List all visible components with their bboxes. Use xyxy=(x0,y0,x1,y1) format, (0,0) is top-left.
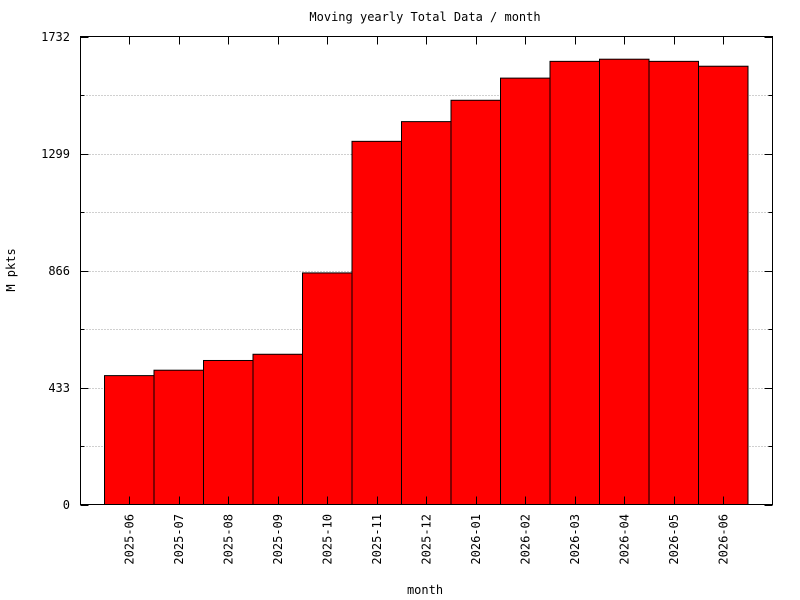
x-tick-label: 2025-09 xyxy=(271,514,285,565)
x-axis-label: month xyxy=(407,583,443,597)
y-tick-label: 1299 xyxy=(41,147,70,161)
bar-2025-08 xyxy=(203,359,254,505)
x-axis: 2025-06 2025-07 2025-08 2025-09 2025-10 2025-… xyxy=(122,36,730,565)
bar-2025-12 xyxy=(401,121,452,505)
y-axis-label: M pkts xyxy=(4,248,18,291)
bar-2025-09 xyxy=(252,353,303,505)
x-tick-label: 2026-02 xyxy=(518,514,532,565)
x-tick-label: 2026-04 xyxy=(617,514,631,565)
x-tick-label: 2025-10 xyxy=(320,514,334,565)
y-tick-label: 433 xyxy=(48,381,70,395)
bars xyxy=(104,58,749,506)
x-tick-label: 2026-01 xyxy=(469,514,483,565)
y-tick-label: 0 xyxy=(63,498,70,512)
x-tick-label: 2025-07 xyxy=(172,514,186,565)
y-axis: 0 433 866 1299 1732 xyxy=(41,30,773,512)
bar-2026-02 xyxy=(500,77,551,506)
bar-2025-10 xyxy=(302,272,353,506)
x-tick-label: 2026-06 xyxy=(716,514,730,565)
bar-2026-01 xyxy=(450,99,501,506)
x-tick-label: 2025-06 xyxy=(122,514,136,565)
bar-2026-05 xyxy=(648,60,699,505)
x-tick-label: 2026-03 xyxy=(568,514,582,565)
bar-2026-06 xyxy=(698,65,749,505)
bar-2025-11 xyxy=(351,140,402,506)
chart-title: Moving yearly Total Data / month xyxy=(309,10,540,24)
x-tick-label: 2026-05 xyxy=(667,514,681,565)
bar-2025-07 xyxy=(153,369,204,505)
bar-2026-03 xyxy=(549,60,600,505)
y-tick-label: 1732 xyxy=(41,30,70,44)
x-tick-label: 2025-08 xyxy=(221,514,235,565)
x-tick-label: 2025-12 xyxy=(419,514,433,565)
x-tick-label: 2025-11 xyxy=(370,514,384,565)
bar-2025-06 xyxy=(104,375,155,505)
bar-2026-04 xyxy=(599,58,650,506)
y-tick-label: 866 xyxy=(48,264,70,278)
